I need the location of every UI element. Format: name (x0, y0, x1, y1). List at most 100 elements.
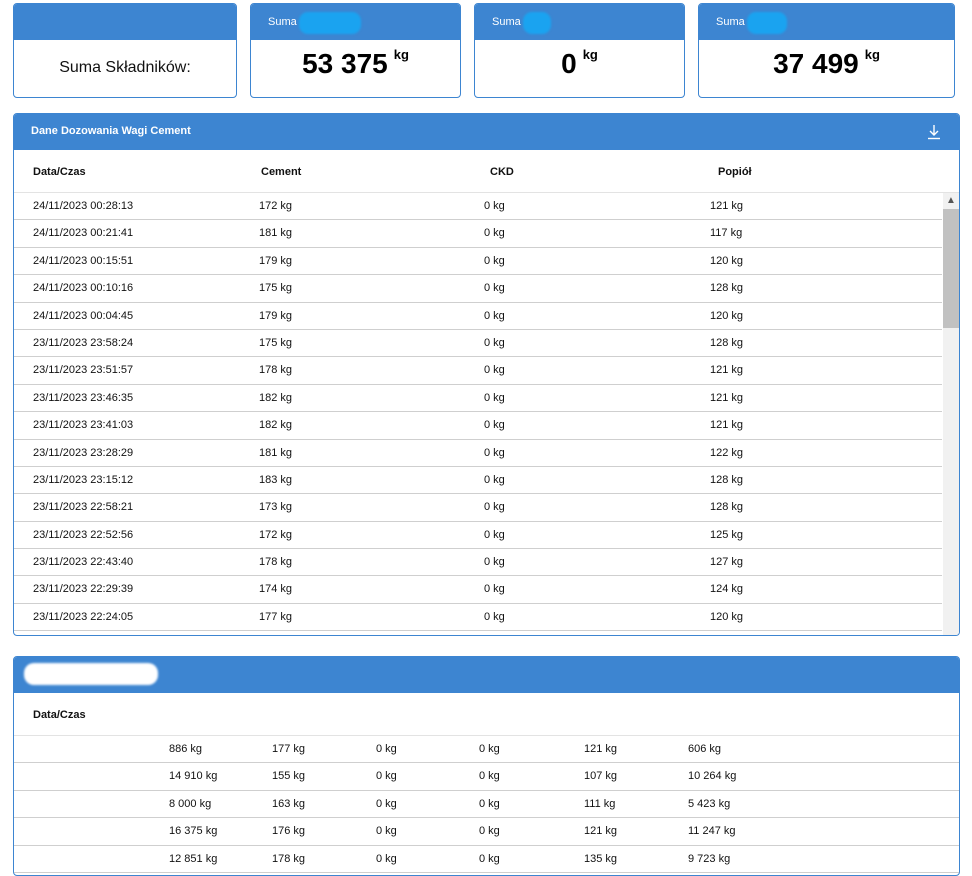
table-cell: 178 kg (272, 852, 306, 865)
table-cell: 182 kg (259, 391, 293, 404)
table-cell: 14 910 kg (169, 770, 218, 783)
table-cell: 124 kg (710, 583, 744, 596)
table-row[interactable]: 24/11/2023 00:10:16 175 kg 0 kg 128 kg (14, 275, 942, 303)
table-row[interactable]: 24/11/2023 00:28:13 172 kg 0 kg 121 kg (14, 193, 942, 221)
table-cell: 121 kg (710, 200, 744, 212)
column-header-ash[interactable]: Popiół (718, 166, 752, 178)
table-cell: 0 kg (484, 556, 505, 569)
download-icon[interactable] (927, 124, 941, 140)
table-cell: 0 kg (376, 797, 397, 810)
table-row[interactable]: 23/11/2023 23:58:24 175 kg 0 kg 128 kg (14, 330, 942, 358)
table-row[interactable]: 23/11/2023 23:46:35 182 kg 0 kg 121 kg (14, 385, 942, 413)
table-cell: 175 kg (259, 282, 293, 295)
sum-card-1: Suma 53 375 kg (250, 3, 461, 98)
table-cell: 121 kg (584, 743, 618, 755)
sum-card-2: Suma 0 kg (474, 3, 685, 98)
column-header-cement[interactable]: Cement (261, 166, 302, 178)
table-row[interactable]: 14 910 kg 155 kg 0 kg 0 kg 107 kg 10 264 kg (14, 763, 959, 791)
dosing-panel: Dane Dozowania Wagi Cement Data/Czas Cem… (13, 113, 960, 636)
table-row[interactable]: 24/11/2023 00:15:51 179 kg 0 kg 120 kg (14, 248, 942, 276)
table-row[interactable]: 23/11/2023 23:41:03 182 kg 0 kg 121 kg (14, 412, 942, 440)
table-cell: 0 kg (484, 391, 505, 404)
table-cell: 9 723 kg (688, 852, 731, 865)
column-header-ckd[interactable]: CKD (490, 166, 514, 178)
table-cell: 0 kg (484, 610, 505, 623)
table-cell: 179 kg (259, 254, 293, 267)
dosing-table-header: Data/Czas Cement CKD Popiół (14, 150, 959, 193)
table-cell: 24/11/2023 00:21:41 (33, 227, 134, 240)
table-cell: 176 kg (272, 825, 306, 838)
table-cell: 24/11/2023 00:28:13 (33, 200, 134, 212)
sum-card-title: Suma (492, 16, 521, 28)
column-header-datetime[interactable]: Data/Czas (33, 166, 86, 178)
table-cell: 23/11/2023 22:24:05 (33, 610, 134, 623)
table-row[interactable]: 8 000 kg 163 kg 0 kg 0 kg 111 kg 5 423 kg (14, 791, 959, 819)
table-cell: 121 kg (710, 419, 744, 432)
table-cell: 135 kg (584, 852, 618, 865)
table-cell: 155 kg (272, 770, 306, 783)
table-cell: 23/11/2023 23:51:57 (33, 364, 134, 377)
table-cell: 0 kg (484, 227, 505, 240)
table-row[interactable]: 24/11/2023 00:04:45 179 kg 0 kg 120 kg (14, 303, 942, 330)
table-row[interactable]: 23/11/2023 23:28:29 181 kg 0 kg 122 kg (14, 440, 942, 467)
scroll-up-icon[interactable]: ▲ (946, 195, 956, 206)
table-cell: 178 kg (259, 556, 293, 569)
table-row[interactable]: 23/11/2023 22:24:05 177 kg 0 kg 120 kg (14, 604, 942, 632)
table-row[interactable]: 23/11/2023 22:29:39 174 kg 0 kg 124 kg (14, 576, 942, 604)
scrollbar-thumb[interactable] (943, 209, 959, 328)
dosing-table-body[interactable]: 24/11/2023 00:28:13 172 kg 0 kg 121 kg 24/11… (14, 193, 942, 635)
table-cell: 121 kg (584, 825, 618, 838)
sum-card-value: 53 375 kg (302, 46, 409, 79)
table-cell: 0 kg (484, 364, 505, 377)
table-row[interactable]: 23/11/2023 22:52:56 172 kg 0 kg 125 kg (14, 522, 942, 550)
sum-card-value: 0 kg (561, 46, 598, 79)
table-cell: 0 kg (479, 825, 500, 838)
table-cell: 23/11/2023 23:46:35 (33, 391, 134, 404)
table-cell: 0 kg (376, 852, 397, 865)
table-cell: 23/11/2023 23:58:24 (33, 336, 134, 349)
table-cell: 0 kg (484, 419, 505, 432)
sum-card-3: Suma 37 499 kg (698, 3, 955, 98)
table-cell: 0 kg (484, 583, 505, 596)
sum-card-header: Suma (251, 4, 460, 40)
summary-table-panel: Data/Czas 886 kg 177 kg 0 kg 0 kg 121 kg 606 … (13, 656, 960, 876)
table-cell: 120 kg (710, 309, 744, 322)
table-cell: 0 kg (484, 282, 505, 295)
table-cell: 24/11/2023 00:10:16 (33, 282, 134, 295)
table-cell: 0 kg (484, 309, 505, 322)
table-cell: 5 423 kg (688, 797, 731, 810)
table-cell: 177 kg (259, 610, 293, 623)
table-cell: 181 kg (259, 227, 293, 240)
table-row[interactable]: 23/11/2023 23:51:57 178 kg 0 kg 121 kg (14, 357, 942, 385)
table-row[interactable]: 23/11/2023 23:15:12 183 kg 0 kg 128 kg (14, 467, 942, 495)
table-row[interactable]: 23/11/2023 22:43:40 178 kg 0 kg 127 kg (14, 549, 942, 577)
table-cell: 122 kg (710, 446, 744, 459)
column-header-datetime[interactable]: Data/Czas (33, 709, 86, 721)
table-row[interactable]: 16 375 kg 176 kg 0 kg 0 kg 121 kg 11 247 kg (14, 818, 959, 846)
table-cell: 0 kg (484, 528, 505, 541)
table-cell: 181 kg (259, 446, 293, 459)
table-cell: 172 kg (259, 528, 293, 541)
table-cell: 8 000 kg (169, 797, 212, 810)
table-cell: 12 851 kg (169, 852, 218, 865)
redaction-mark (299, 12, 361, 34)
table-cell: 10 264 kg (688, 770, 737, 783)
table-cell: 606 kg (688, 743, 722, 755)
table-cell: 125 kg (710, 528, 744, 541)
table-row[interactable]: 24/11/2023 00:21:41 181 kg 0 kg 117 kg (14, 220, 942, 248)
table-cell: 23/11/2023 22:29:39 (33, 583, 134, 596)
table-cell: 0 kg (484, 446, 505, 459)
table-cell: 0 kg (376, 825, 397, 838)
table-cell: 117 kg (710, 227, 743, 240)
table-cell: 23/11/2023 23:28:29 (33, 446, 134, 459)
table-row[interactable]: 886 kg 177 kg 0 kg 0 kg 121 kg 606 kg (14, 736, 959, 764)
summary-label-header (14, 4, 236, 40)
table-cell: 886 kg (169, 743, 203, 755)
vertical-scrollbar[interactable]: ▲ ▼ (943, 193, 959, 635)
table-row[interactable]: 23/11/2023 22:58:21 173 kg 0 kg 128 kg (14, 494, 942, 522)
table-cell: 121 kg (710, 391, 744, 404)
table-cell: 16 375 kg (169, 825, 218, 838)
table-cell: 0 kg (484, 254, 505, 267)
table-cell: 0 kg (376, 770, 397, 783)
